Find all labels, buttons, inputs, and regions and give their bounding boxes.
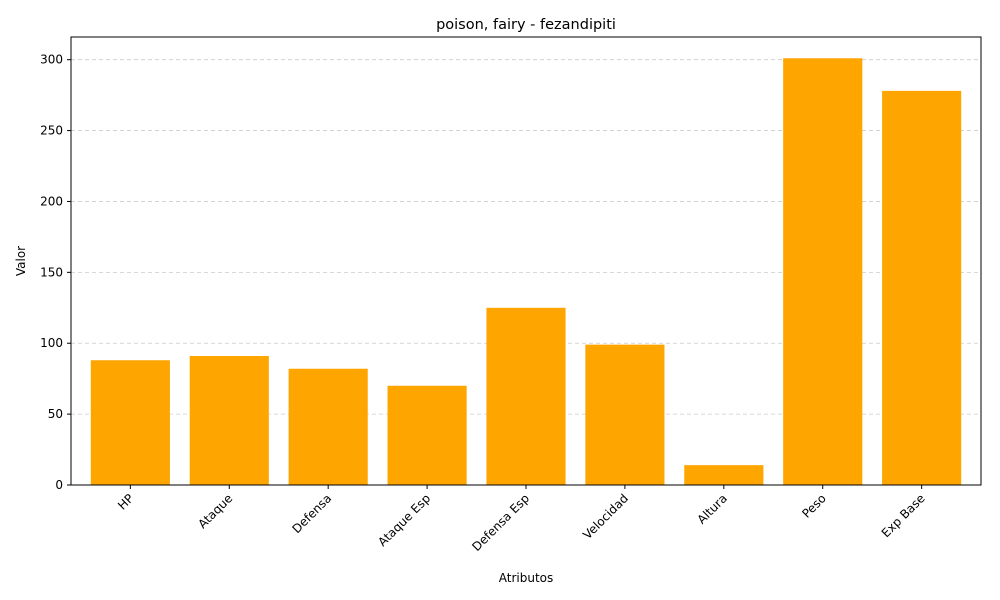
x-tick-label: Peso <box>799 491 829 521</box>
y-tick-label: 300 <box>40 53 63 67</box>
bars <box>90 58 962 486</box>
bar-defensa <box>288 368 368 485</box>
y-tick-label: 250 <box>40 124 63 138</box>
bar-velocidad <box>585 344 665 485</box>
x-tick-label: Exp Base <box>879 491 928 540</box>
x-tick-label: Ataque <box>195 491 235 531</box>
x-tick-label: Defensa <box>289 491 334 536</box>
x-tick-label: Defensa Esp <box>469 491 532 554</box>
y-axis-label: Valor <box>14 246 28 276</box>
bar-hp <box>90 360 170 485</box>
y-tick-label: 150 <box>40 265 63 279</box>
bar-peso <box>783 58 863 486</box>
x-tick-label: Ataque Esp <box>375 491 433 549</box>
y-tick-label: 200 <box>40 194 63 208</box>
bar-altura <box>684 465 764 485</box>
x-tick-label: Altura <box>694 491 729 526</box>
x-tick-label: Velocidad <box>580 491 631 542</box>
y-tick-label: 100 <box>40 336 63 350</box>
y-tick-label: 0 <box>55 478 63 492</box>
y-axis-ticks: 0 50 100 150 200 250 300 <box>40 53 71 492</box>
bar-exp-base <box>882 90 962 486</box>
bar-defensa-esp <box>486 307 566 485</box>
y-tick-label: 50 <box>48 407 63 421</box>
x-tick-label: HP <box>115 491 136 512</box>
bar-ataque-esp <box>387 385 467 485</box>
bar-ataque <box>189 355 269 485</box>
x-axis-ticks: HP Ataque Defensa Ataque Esp Defensa Esp Velo… <box>115 485 928 554</box>
x-axis-label: Atributos <box>499 571 554 585</box>
chart-title: poison, fairy - fezandipiti <box>436 17 616 33</box>
